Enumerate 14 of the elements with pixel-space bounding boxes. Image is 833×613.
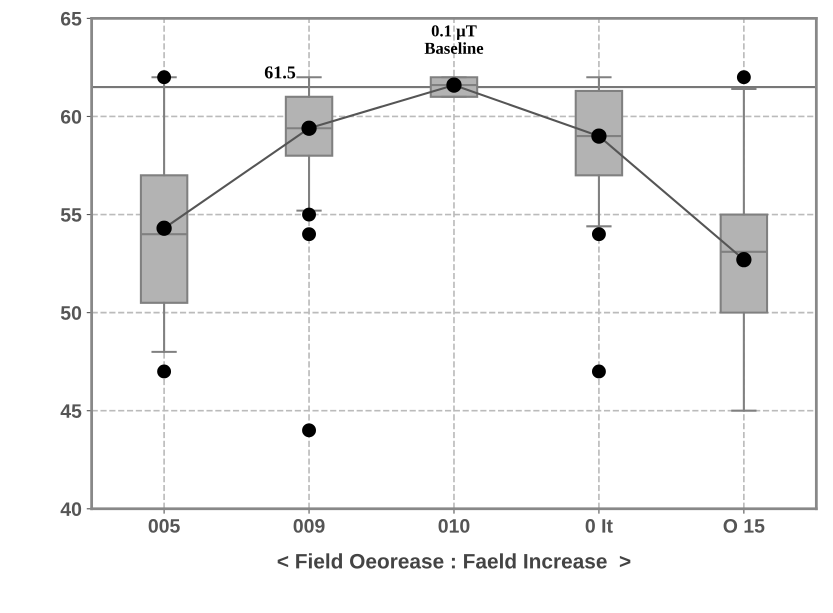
annotation: 0.1 µT Baseline [424,25,484,54]
y-tick-label: 40 [60,502,82,516]
x-tick-label: 009 [294,519,325,533]
x-tick-label: O 15 [724,519,764,533]
y-tick-label: 50 [60,306,82,320]
y-tick-label: 65 [60,12,82,26]
x-tick-label: 0 It [586,519,613,533]
ref-line-label: 61.5 [264,66,296,79]
y-tick-label: 45 [60,404,82,418]
y-tick-label: 60 [60,110,82,124]
x-axis-title: < Field Oeorease : Faeld Increase > [278,553,630,569]
y-tick-label: 55 [60,208,82,222]
x-tick-label: 010 [438,519,470,533]
x-tick-label: 005 [148,519,180,533]
